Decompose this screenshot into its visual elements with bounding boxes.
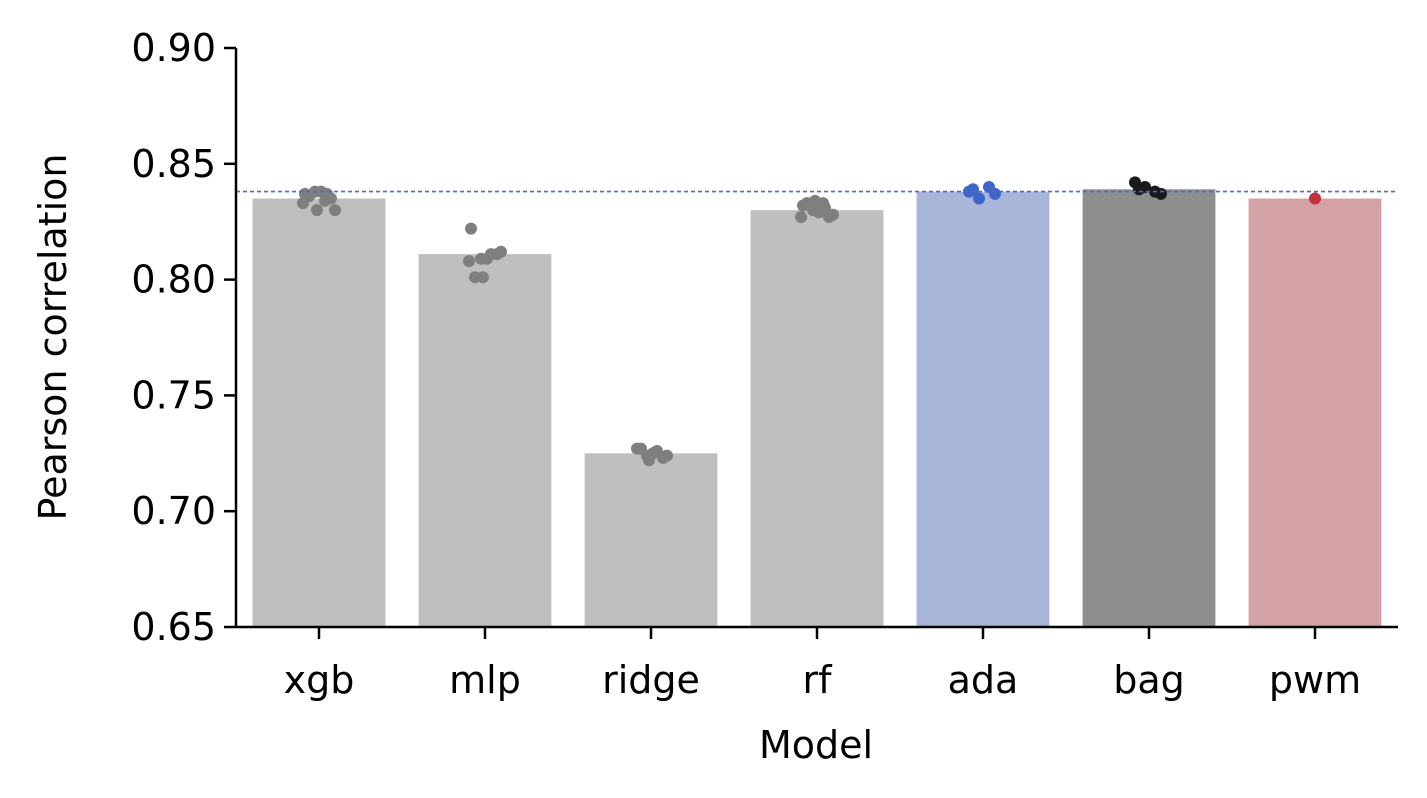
y-ticks-group: 0.65 0.70 0.75 0.80 0.85 0.90 <box>131 26 236 649</box>
bar-bag <box>1082 189 1216 627</box>
point-ada-4 <box>967 183 979 196</box>
x-tick-label-ada: ada <box>948 658 1019 702</box>
point-rf-9 <box>819 201 831 214</box>
point-rf-7 <box>827 208 839 221</box>
points-group <box>297 176 1321 467</box>
bar-ada <box>916 191 1050 628</box>
y-tick-label-0.75: 0.75 <box>131 373 216 417</box>
x-ticks-group: xgb mlp ridge rf ada bag pwm <box>284 627 1361 702</box>
x-tick-label-mlp: mlp <box>449 658 521 702</box>
y-axis-label: Pearson correlation <box>31 154 75 521</box>
x-tick-label-pwm: pwm <box>1269 658 1361 702</box>
point-rf-8 <box>795 211 807 224</box>
point-ridge-7 <box>661 449 673 462</box>
point-xgb-6 <box>311 204 323 217</box>
bar-ridge <box>584 453 718 627</box>
y-tick-label-0.85: 0.85 <box>131 142 216 186</box>
point-mlp-6 <box>477 271 489 284</box>
point-ridge-6 <box>643 454 655 467</box>
bars-group <box>252 189 1382 628</box>
bar-pwm <box>1248 198 1382 628</box>
y-tick-label-0.80: 0.80 <box>131 258 216 302</box>
point-mlp-0 <box>465 222 477 235</box>
point-mlp-8 <box>463 255 475 268</box>
point-mlp-7 <box>495 245 507 258</box>
point-ada-3 <box>989 187 1001 200</box>
bar-mlp <box>418 254 552 627</box>
y-tick-label-0.65: 0.65 <box>131 605 216 649</box>
y-tick-label-0.70: 0.70 <box>131 489 216 533</box>
x-tick-label-ridge: ridge <box>602 658 700 702</box>
point-xgb-7 <box>329 204 341 217</box>
x-tick-label-rf: rf <box>802 658 833 702</box>
bar-rf <box>750 210 884 627</box>
point-ada-2 <box>973 192 985 205</box>
x-tick-label-xgb: xgb <box>284 658 355 702</box>
point-mlp-5 <box>481 252 493 265</box>
y-tick-label-0.90: 0.90 <box>131 26 216 70</box>
bar-xgb <box>252 198 386 628</box>
point-bag-4 <box>1133 183 1145 196</box>
x-tick-label-bag: bag <box>1113 658 1185 702</box>
point-bag-3 <box>1155 187 1167 200</box>
point-rf-6 <box>809 194 821 207</box>
point-xgb-9 <box>321 187 333 200</box>
point-ridge-4 <box>635 442 647 455</box>
x-axis-label: Model <box>759 723 873 767</box>
point-xgb-8 <box>297 197 309 210</box>
point-pwm-0 <box>1309 192 1321 205</box>
